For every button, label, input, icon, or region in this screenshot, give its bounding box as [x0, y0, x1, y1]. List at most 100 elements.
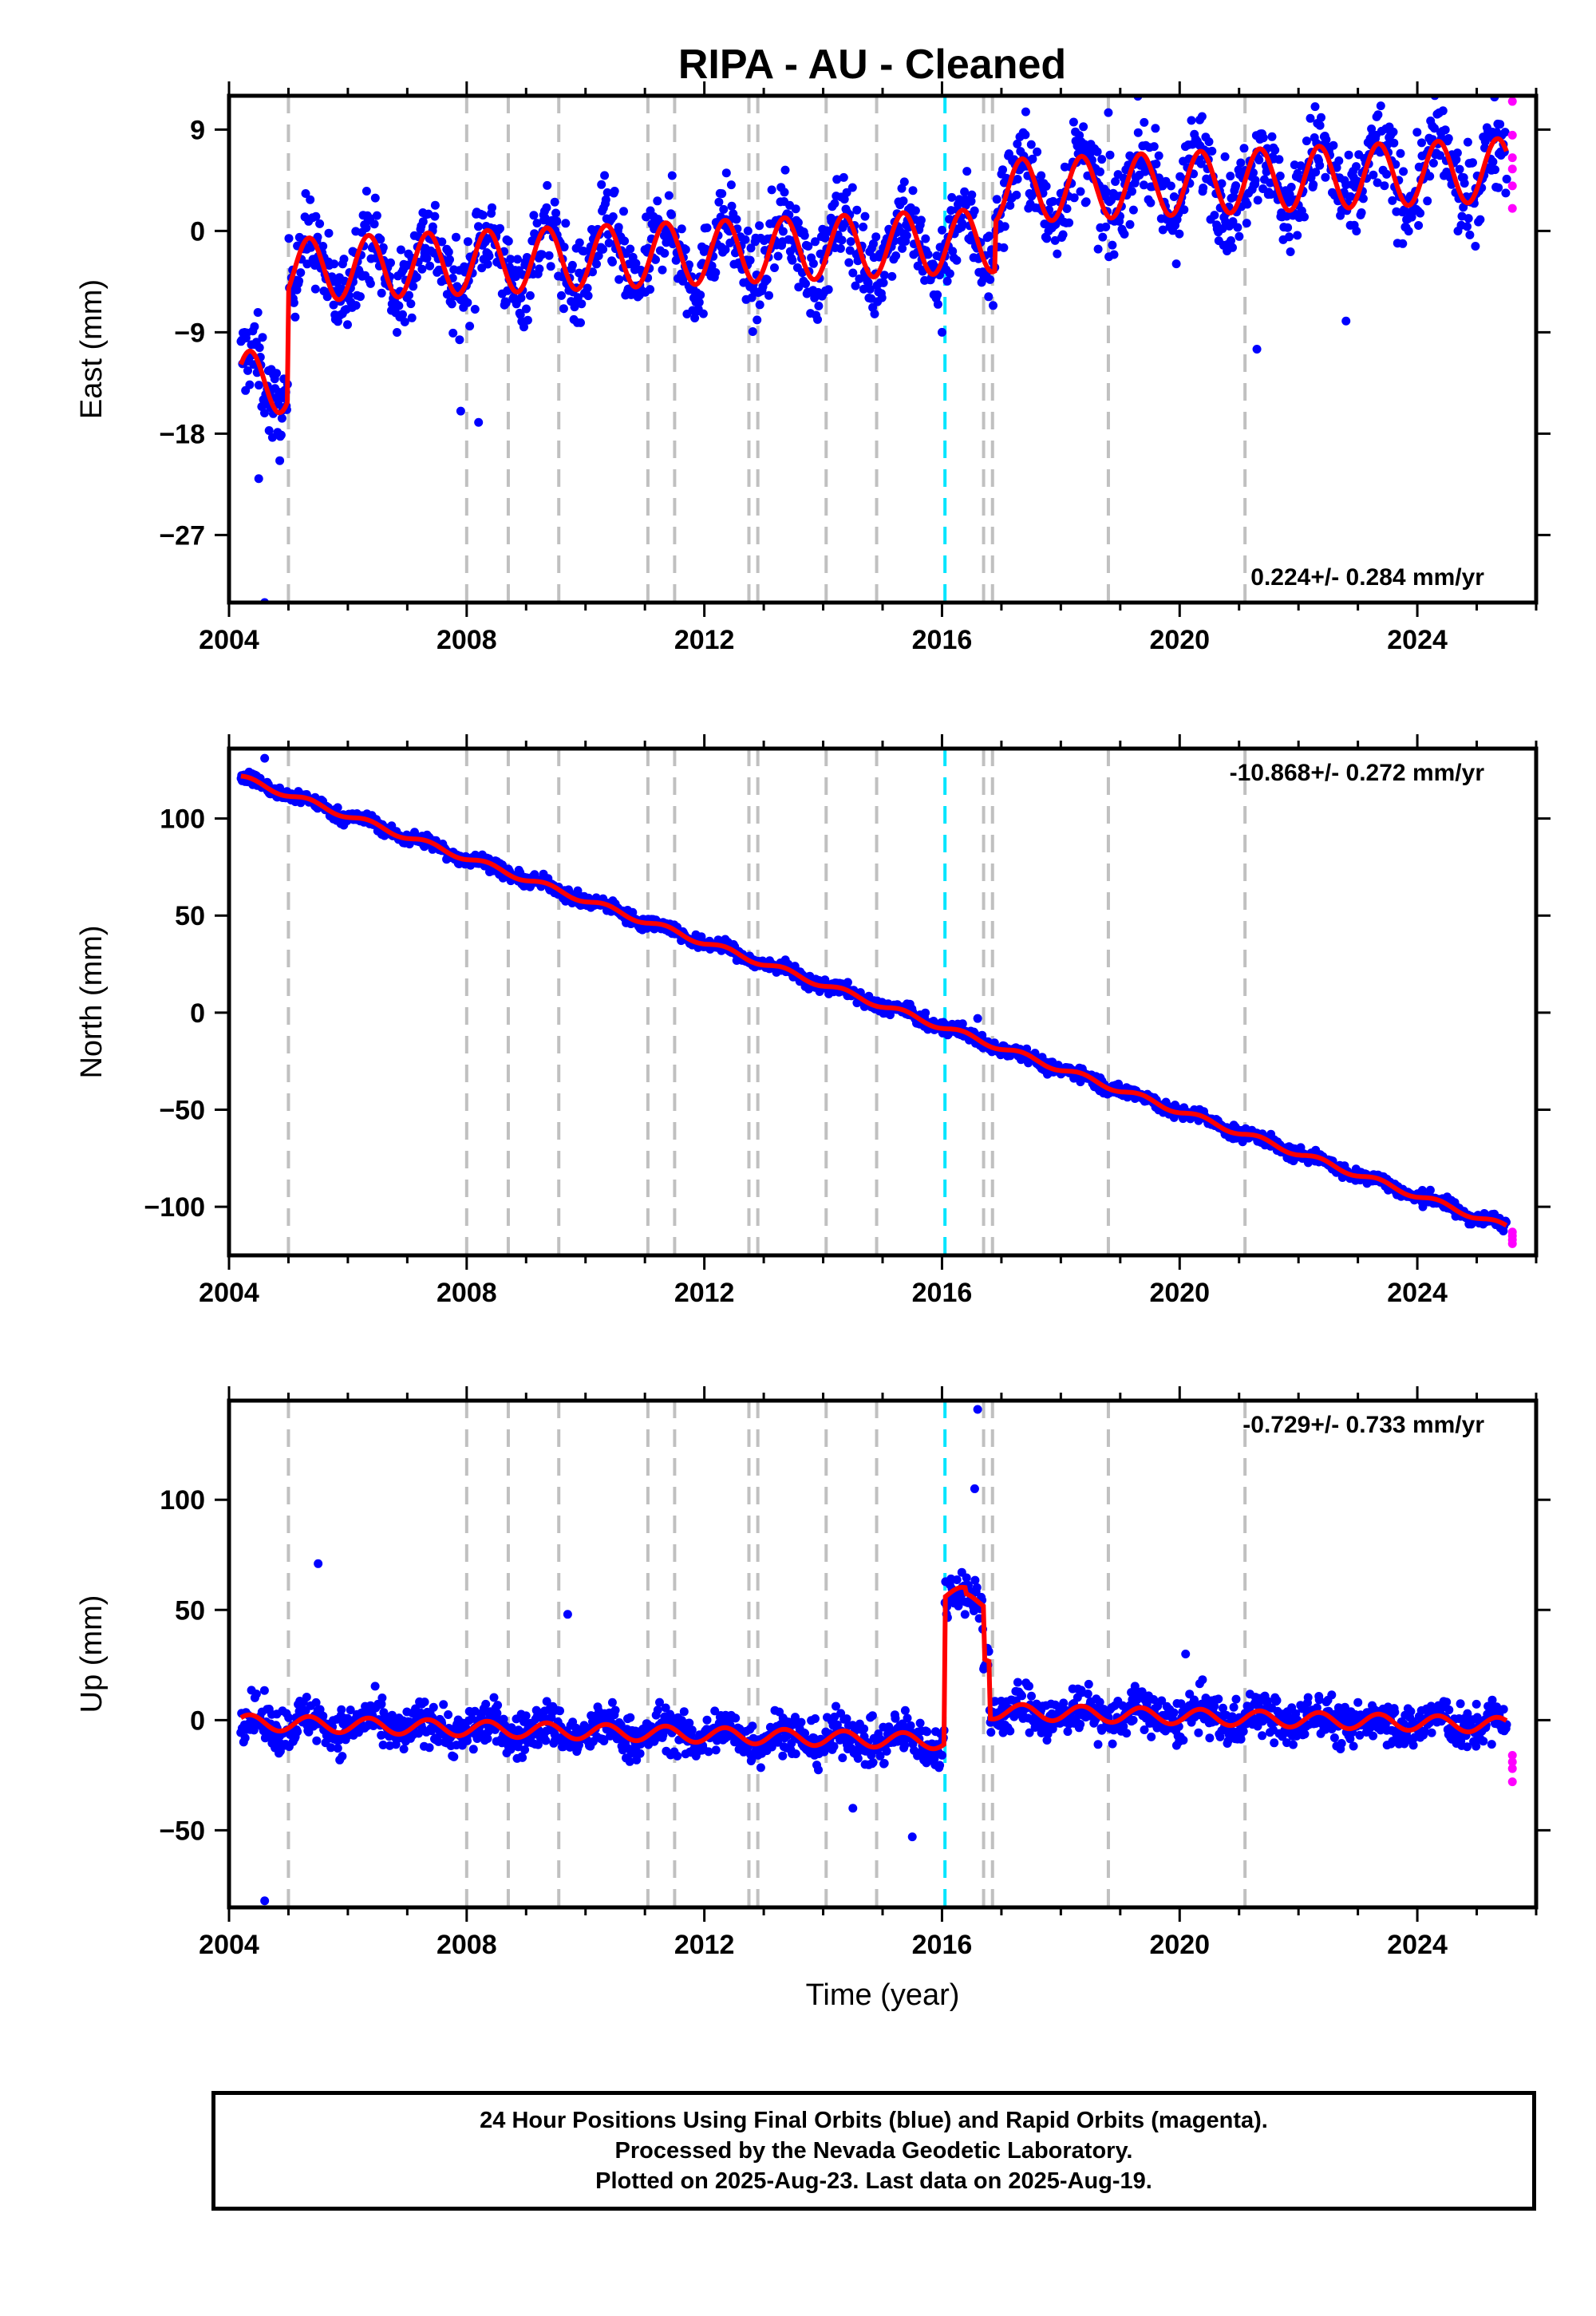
- final-orbit-point: [376, 235, 385, 244]
- final-orbit-point: [832, 1701, 840, 1711]
- final-orbit-point: [1149, 142, 1159, 152]
- final-orbit-point: [1227, 236, 1235, 245]
- final-orbit-point: [731, 1713, 741, 1723]
- final-orbit-point: [418, 217, 428, 227]
- final-orbit-point: [947, 192, 957, 202]
- final-orbit-point: [1210, 1701, 1219, 1711]
- final-orbit-point: [610, 1705, 620, 1715]
- x-tick-label: 2024: [1387, 625, 1448, 655]
- final-orbit-point: [337, 1705, 346, 1714]
- final-orbit-point: [294, 276, 304, 286]
- final-orbit-point: [702, 1715, 712, 1725]
- final-orbit-point: [1258, 1731, 1267, 1741]
- final-orbit-point: [559, 243, 569, 252]
- panel-frame: [227, 93, 1539, 605]
- x-tick-label: 2008: [437, 625, 497, 655]
- final-orbit-point: [434, 1737, 443, 1746]
- final-orbit-point: [1063, 1727, 1073, 1737]
- final-orbit-point: [948, 247, 958, 256]
- final-orbit-point: [561, 219, 571, 228]
- final-orbit-point: [741, 235, 750, 244]
- final-orbit-point: [1491, 165, 1499, 175]
- panel-plot-area: [236, 1401, 1517, 1907]
- final-orbit-point: [250, 322, 259, 331]
- final-orbit-point: [962, 167, 972, 176]
- final-orbit-point: [378, 1741, 388, 1749]
- final-orbit-point: [483, 259, 492, 269]
- final-orbit-point: [429, 1702, 438, 1712]
- final-orbit-point: [1021, 130, 1030, 140]
- final-orbit-point: [851, 281, 860, 290]
- final-orbit-point: [653, 1705, 662, 1715]
- final-orbit-point: [1218, 224, 1227, 233]
- final-orbit-point: [1471, 242, 1480, 251]
- final-orbit-point: [1286, 183, 1296, 192]
- final-orbit-point: [1027, 192, 1037, 201]
- final-orbit-point: [1179, 205, 1189, 215]
- final-orbit-point: [681, 245, 690, 255]
- x-tick-label: 2012: [674, 1278, 735, 1308]
- final-orbit-point: [619, 207, 628, 216]
- final-orbit-point: [551, 208, 560, 218]
- final-orbit-point: [1027, 1691, 1036, 1701]
- final-orbit-point: [960, 1610, 970, 1619]
- final-orbit-point: [1207, 146, 1217, 156]
- final-orbit-point: [1438, 106, 1448, 116]
- final-orbit-point: [773, 251, 783, 261]
- final-orbit-point: [1341, 180, 1351, 190]
- final-orbit-point: [767, 1742, 776, 1752]
- final-orbit-point: [1013, 175, 1022, 184]
- final-orbit-point: [346, 1705, 355, 1715]
- final-orbit-point: [1005, 200, 1015, 210]
- final-orbit-point: [1242, 200, 1252, 209]
- final-orbit-point: [1081, 197, 1091, 207]
- final-orbit-point: [694, 298, 704, 307]
- final-orbit-point: [1005, 1726, 1015, 1736]
- final-orbit-point: [312, 1736, 322, 1745]
- final-orbit-point: [646, 285, 655, 294]
- final-orbit-point: [1407, 212, 1416, 222]
- final-orbit-point: [311, 211, 321, 221]
- final-orbit-point: [326, 1743, 336, 1753]
- final-orbit-point: [814, 301, 824, 310]
- final-orbit-point: [671, 255, 681, 265]
- final-orbit-point: [998, 165, 1007, 175]
- final-orbit-point: [764, 290, 773, 300]
- final-orbit-point: [1455, 164, 1464, 174]
- final-orbit-point: [859, 284, 868, 294]
- final-orbit-point: [544, 251, 554, 260]
- final-orbit-point: [1389, 138, 1399, 148]
- final-orbit-point: [820, 233, 830, 243]
- final-orbit-point: [900, 1741, 910, 1750]
- final-orbit-point: [251, 1690, 261, 1699]
- final-orbit-point: [755, 221, 764, 231]
- final-orbit-point: [425, 1743, 434, 1753]
- final-orbit-point: [542, 1697, 551, 1706]
- final-orbit-point: [1107, 196, 1116, 205]
- final-orbit-point: [333, 1744, 342, 1753]
- final-orbit-point: [687, 1725, 697, 1735]
- final-orbit-point: [1025, 1728, 1034, 1737]
- final-orbit-point: [501, 298, 511, 308]
- final-orbit-point: [868, 239, 878, 248]
- final-orbit-point: [284, 234, 294, 243]
- final-orbit-point: [525, 290, 535, 300]
- final-orbit-point: [1098, 232, 1108, 242]
- final-orbit-point: [478, 211, 488, 220]
- final-orbit-point: [258, 333, 267, 342]
- final-orbit-point: [871, 232, 881, 242]
- final-orbit-point: [1130, 1682, 1140, 1691]
- final-orbit-point: [598, 244, 608, 254]
- y-tick-label: −27: [159, 520, 205, 551]
- final-orbit-point: [945, 215, 954, 224]
- final-orbit-point: [1125, 219, 1135, 229]
- final-orbit-point: [369, 219, 379, 229]
- final-orbit-point: [1210, 211, 1219, 220]
- final-orbit-point: [811, 237, 820, 247]
- final-orbit-point: [301, 189, 310, 198]
- y-tick-label: −9: [174, 318, 205, 348]
- final-orbit-point: [704, 1747, 713, 1757]
- final-orbit-point: [661, 1703, 670, 1713]
- final-orbit-point: [1000, 222, 1009, 231]
- final-orbit-point: [938, 225, 946, 235]
